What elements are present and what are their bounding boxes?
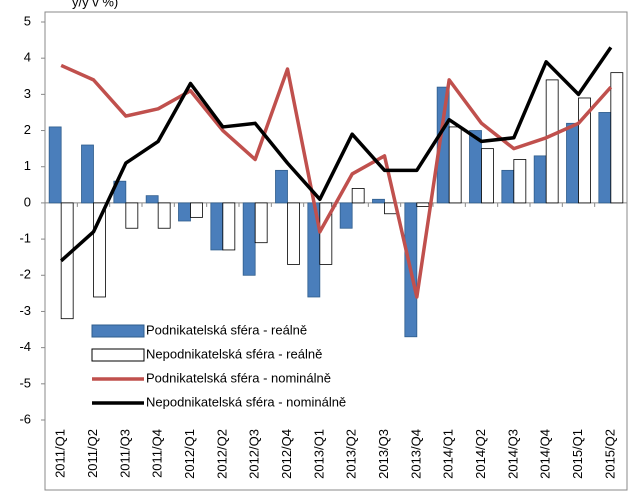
bar: [125, 202, 139, 229]
bar: [448, 126, 462, 204]
legend-label: Nepodnikatelská sféra - reálně: [146, 346, 322, 361]
x-tick-label: 2013/Q3: [376, 429, 391, 479]
x-tick-label: 2012/Q4: [279, 429, 294, 479]
bar: [254, 202, 268, 244]
x-tick-label: 2014/Q2: [473, 429, 488, 479]
bar: [545, 79, 559, 204]
bar: [416, 202, 430, 207]
chart-title: y/y v %): [72, 0, 118, 9]
bar: [48, 126, 62, 204]
line-series: [60, 63, 613, 299]
x-tick-label: 2011/Q3: [117, 429, 132, 478]
bar: [339, 202, 353, 229]
plot-frame: [44, 11, 628, 491]
y-tick-label: 2: [24, 122, 31, 137]
x-tick-label: 2012/Q3: [247, 429, 262, 479]
bar: [210, 202, 224, 251]
y-tick-label: -6: [19, 411, 31, 426]
bar: [81, 144, 94, 204]
bar: [145, 195, 159, 204]
y-tick-label: -4: [19, 339, 31, 354]
x-tick-label: 2013/Q2: [344, 429, 359, 479]
bar: [242, 202, 256, 276]
x-tick-label: 2013/Q4: [408, 429, 423, 479]
bar: [275, 169, 288, 204]
bar: [513, 159, 527, 204]
bar: [481, 148, 494, 204]
bar: [178, 202, 191, 222]
x-tick-label: 2012/Q2: [214, 429, 229, 479]
x-tick-label: 2013/Q1: [311, 429, 326, 479]
legend-label: Podnikatelská sféra - nominálně: [146, 370, 331, 385]
x-tick-label: 2015/Q2: [602, 429, 617, 479]
x-tick-label: 2014/Q1: [441, 429, 456, 479]
line-series: [59, 46, 613, 263]
bar: [578, 97, 591, 204]
bar: [157, 202, 171, 229]
bar: [610, 72, 624, 204]
x-tick-label: 2014/Q4: [538, 429, 553, 479]
y-tick-label: -2: [19, 267, 31, 282]
bar: [222, 202, 236, 251]
y-tick-label: -5: [19, 375, 31, 390]
x-tick-label: 2011/Q2: [85, 429, 100, 478]
legend-label: Podnikatelská sféra - reálně: [146, 322, 307, 337]
y-tick-label: 3: [24, 86, 31, 101]
bar: [566, 122, 579, 204]
y-tick-label: -3: [19, 303, 31, 318]
x-tick-label: 2011/Q4: [150, 429, 165, 478]
legend-swatch: [91, 348, 145, 362]
y-tick-label: 1: [24, 158, 31, 173]
x-tick-label: 2014/Q3: [505, 429, 520, 479]
legend-swatch: [91, 324, 145, 338]
y-tick-label: 5: [24, 13, 31, 28]
y-tick-label: 4: [24, 50, 31, 65]
y-tick-label: -1: [19, 231, 31, 246]
y-tick-label: 0: [24, 194, 31, 209]
bar: [287, 202, 300, 265]
bar: [190, 202, 203, 218]
bar: [533, 155, 547, 204]
x-tick-label: 2012/Q1: [182, 429, 197, 479]
bar: [372, 198, 385, 204]
bar: [351, 188, 365, 204]
bar: [501, 169, 515, 204]
x-tick-label: 2011/Q1: [53, 429, 68, 478]
bar: [598, 112, 612, 204]
x-tick-label: 2015/Q1: [570, 429, 585, 479]
legend-label: Nepodnikatelská sféra - nominálně: [146, 394, 346, 409]
